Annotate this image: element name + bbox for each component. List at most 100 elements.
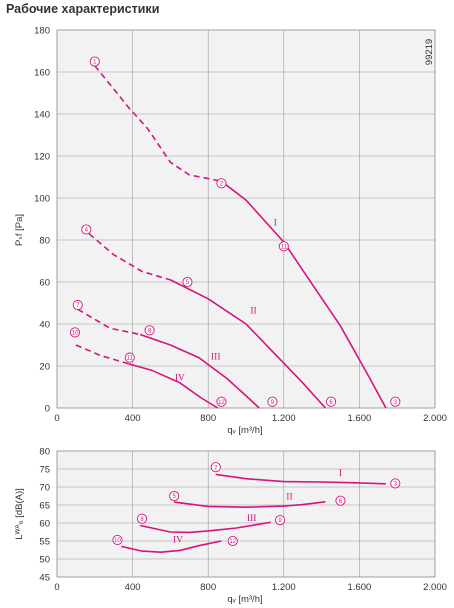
point-marker-label: 7	[76, 303, 80, 309]
point-marker-label: 9	[271, 400, 275, 406]
x-tick-label: 1.600	[348, 413, 372, 424]
point-marker	[72, 300, 83, 311]
point-marker-label: 6	[329, 400, 333, 406]
x-axis-label: qᵥ [m³/h]	[227, 425, 262, 436]
point-marker-label: 1	[93, 60, 97, 66]
point-marker	[69, 327, 81, 338]
y-tick-label: 50	[39, 555, 50, 566]
point-marker	[89, 56, 100, 67]
series-II-dashed-line	[88, 233, 171, 281]
x-tick-label: 2.000	[423, 413, 447, 424]
series-label: I	[339, 469, 342, 479]
point-marker	[390, 396, 401, 407]
series-I-line	[220, 180, 387, 409]
point-marker-label: 8	[140, 517, 144, 523]
x-tick-label: 800	[200, 582, 216, 593]
y-tick-label: 55	[39, 537, 50, 548]
point-marker	[278, 241, 289, 252]
series-label: IV	[173, 535, 183, 545]
series-II-line	[170, 279, 326, 409]
y-tick-label: 180	[34, 26, 50, 37]
point-marker	[81, 224, 92, 235]
series-label: II	[250, 307, 256, 317]
point-marker	[227, 535, 238, 547]
point-marker	[274, 515, 286, 526]
y-tick-label: 70	[39, 483, 50, 494]
point-marker-label: 12	[218, 400, 225, 406]
series-label: I	[274, 218, 277, 228]
series-label: II	[286, 493, 292, 503]
series-IV-line	[128, 363, 219, 409]
x-tick-label: 1.200	[272, 582, 296, 593]
y-tick-label: 60	[39, 278, 50, 289]
x-tick-label: 0	[54, 413, 59, 424]
y-tick-label: 0	[45, 404, 50, 415]
x-tick-label: 1.200	[272, 413, 296, 424]
point-marker	[390, 478, 401, 489]
plot-area	[56, 29, 436, 409]
series-III-line	[140, 521, 271, 534]
point-marker-label: 3	[394, 482, 398, 488]
y-tick-label: 45	[39, 573, 50, 584]
y-tick-label: 80	[39, 236, 50, 247]
point-marker	[210, 462, 221, 473]
point-marker-label: 9	[278, 518, 282, 524]
y-tick-label: 65	[39, 501, 50, 512]
point-marker	[325, 396, 337, 407]
x-tick-label: 1.600	[348, 582, 372, 593]
y-axis-label: Lᵂᴬ₆ [dB(A)]	[14, 488, 25, 540]
y-tick-label: 100	[34, 194, 50, 205]
x-tick-label: 400	[125, 582, 141, 593]
point-marker	[144, 325, 155, 336]
x-tick-label: 2.000	[423, 582, 447, 593]
noise-chart: 0 400 800 1.200 1.600 2.0004550556065707580qᵥ…	[14, 447, 447, 606]
plot-area	[56, 450, 436, 578]
point-marker	[335, 495, 346, 506]
series-I-line	[215, 473, 386, 485]
x-axis-label: qᵥ [m³/h]	[227, 594, 262, 605]
y-tick-label: 140	[34, 110, 50, 121]
point-marker	[124, 352, 135, 363]
point-marker-label: 10	[114, 538, 121, 544]
point-marker-label: 12	[229, 539, 236, 545]
point-marker	[136, 513, 148, 524]
point-marker-label: 10	[72, 331, 79, 337]
y-tick-label: 60	[39, 519, 50, 530]
series-III-line	[139, 333, 260, 409]
figure-code: 99219	[424, 39, 435, 65]
series-IV-line	[121, 540, 222, 554]
series-label: IV	[175, 374, 185, 384]
point-marker-label: 5	[186, 280, 190, 286]
y-tick-label: 160	[34, 68, 50, 79]
point-marker	[169, 490, 180, 502]
series-I-dashed-line	[94, 65, 222, 182]
series-label: III	[247, 514, 257, 524]
point-marker	[216, 178, 227, 189]
x-tick-label: 400	[125, 413, 141, 424]
point-marker-label: 2	[220, 181, 224, 187]
page-title: Рабочие характеристики	[6, 2, 160, 16]
pressure-chart: 0 400 800 1.200 1.600 2.000 0 20 40 60 80 100 120 140…	[14, 26, 447, 437]
y-tick-label: 40	[39, 320, 50, 331]
point-marker	[182, 276, 193, 288]
point-marker-label: 8	[148, 328, 152, 334]
series-II-line	[174, 501, 326, 509]
point-marker	[267, 396, 278, 407]
x-tick-label: 800	[200, 413, 216, 424]
series-III-dashed-line	[77, 308, 141, 336]
point-marker-label: 11	[127, 356, 134, 362]
point-marker-label: 4	[85, 228, 89, 234]
y-tick-label: 120	[34, 152, 50, 163]
point-marker-label: 2	[214, 465, 218, 471]
y-tick-label: 80	[39, 447, 50, 458]
y-axis-label: Pₛf [Pa]	[14, 214, 25, 246]
point-marker-label: 6	[339, 499, 343, 505]
y-tick-label: 75	[39, 465, 50, 476]
point-marker	[112, 534, 123, 545]
x-tick-label: 0	[54, 582, 59, 593]
point-marker-label: 11	[281, 244, 288, 250]
point-marker-label: 3	[394, 400, 398, 406]
point-marker-label: 5	[173, 494, 177, 500]
point-marker	[216, 396, 227, 407]
